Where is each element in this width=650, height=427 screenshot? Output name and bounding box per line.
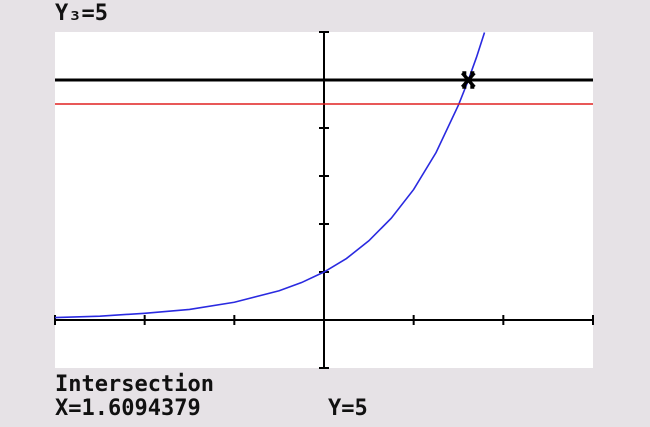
status-text: Intersection [55,372,214,397]
intersection-cursor [460,71,476,89]
x-readout: X=1.6094379 [55,396,201,421]
y-readout: Y=5 [328,396,368,421]
curve [54,32,486,319]
function-label: Y₃=5 [55,1,108,26]
